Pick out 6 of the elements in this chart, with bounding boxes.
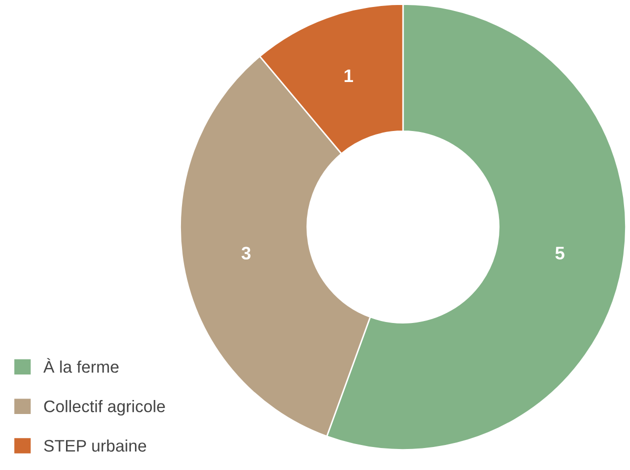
legend-label: Collectif agricole — [44, 400, 165, 416]
data-label: 3 — [242, 246, 251, 260]
legend-label: À la ferme — [43, 358, 119, 373]
legend-label: STEP urbaine — [44, 439, 146, 452]
data-label: 5 — [555, 246, 564, 260]
data-label: 1 — [344, 70, 354, 82]
